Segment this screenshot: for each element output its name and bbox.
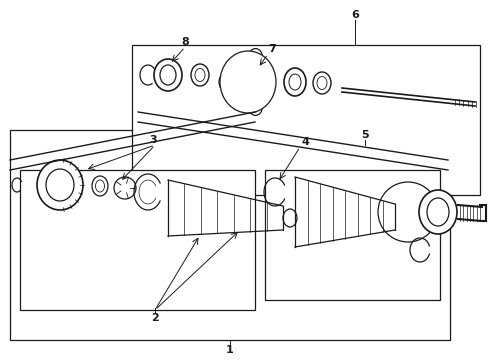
Ellipse shape — [154, 59, 182, 91]
Ellipse shape — [419, 190, 457, 234]
Ellipse shape — [317, 77, 327, 90]
Bar — [10, 130, 450, 340]
Ellipse shape — [96, 180, 104, 192]
Bar — [20, 170, 255, 310]
Circle shape — [378, 182, 438, 242]
Text: 7: 7 — [268, 44, 276, 54]
Text: 4: 4 — [301, 137, 309, 147]
Ellipse shape — [229, 60, 267, 104]
Bar — [132, 45, 480, 195]
Ellipse shape — [219, 73, 233, 91]
Ellipse shape — [37, 160, 83, 210]
Ellipse shape — [92, 176, 108, 196]
Ellipse shape — [248, 98, 263, 116]
Ellipse shape — [427, 198, 449, 226]
Ellipse shape — [160, 65, 176, 85]
Ellipse shape — [191, 64, 209, 86]
Ellipse shape — [248, 49, 263, 67]
Text: 5: 5 — [361, 130, 369, 140]
Ellipse shape — [313, 72, 331, 94]
Text: 6: 6 — [351, 10, 359, 20]
Text: 8: 8 — [181, 37, 189, 47]
Text: 3: 3 — [149, 135, 157, 145]
Ellipse shape — [195, 68, 205, 81]
Circle shape — [114, 177, 136, 199]
Ellipse shape — [284, 68, 306, 96]
Bar — [265, 170, 440, 300]
Text: 1: 1 — [226, 345, 234, 355]
Ellipse shape — [289, 74, 301, 90]
Ellipse shape — [46, 169, 74, 201]
Ellipse shape — [220, 51, 276, 113]
Text: 2: 2 — [151, 313, 159, 323]
Ellipse shape — [283, 209, 297, 227]
